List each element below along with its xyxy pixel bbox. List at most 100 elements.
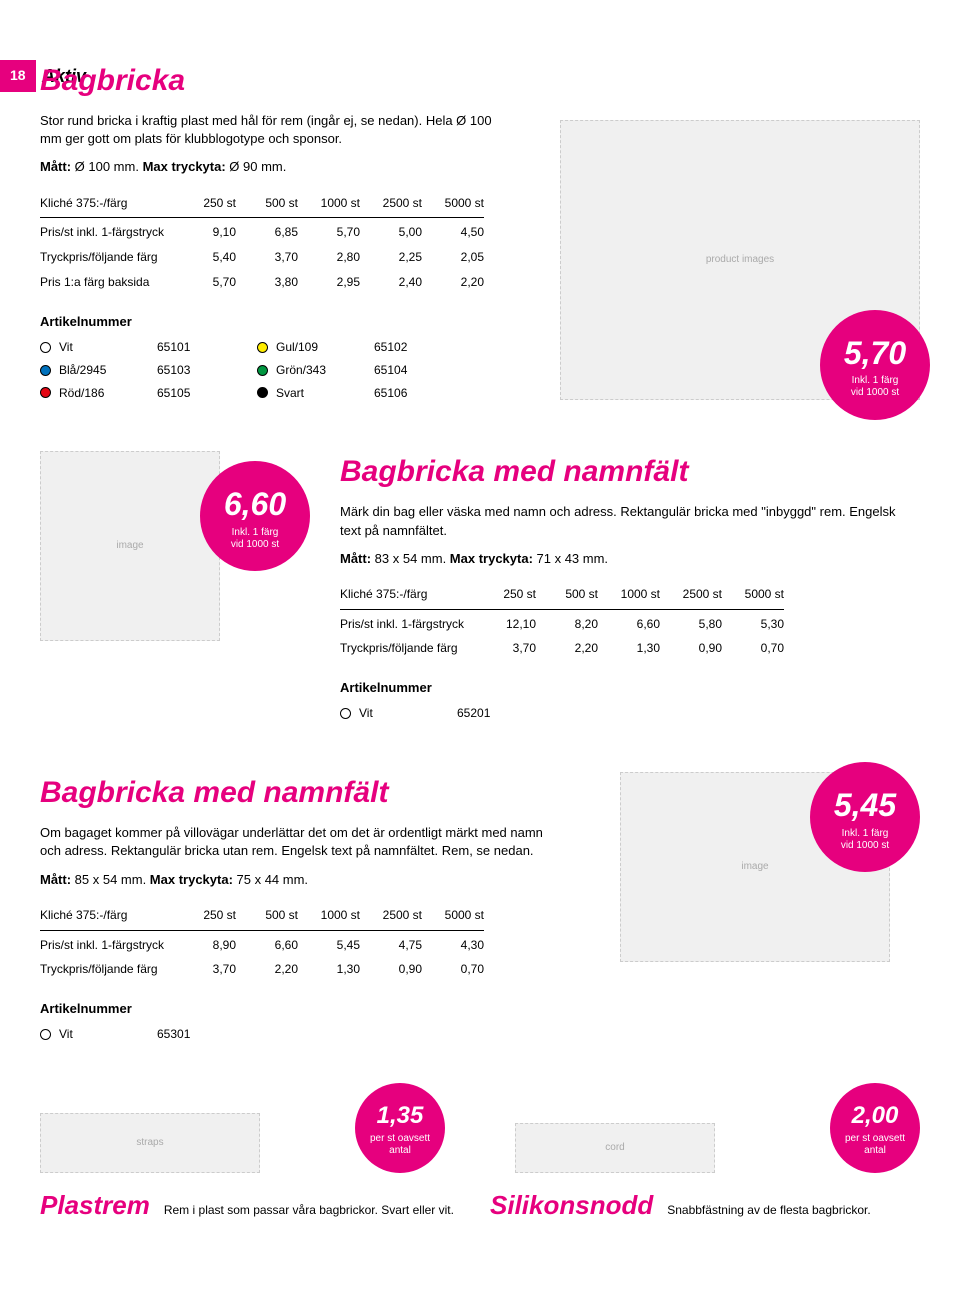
article-name: Vit bbox=[59, 339, 149, 356]
color-swatch bbox=[340, 708, 351, 719]
article-header: Artikelnummer bbox=[340, 679, 920, 697]
badge-price: 5,70 bbox=[844, 331, 906, 376]
table-row-label: Pris 1:a färg baksida bbox=[40, 270, 174, 295]
table-header-qty: 250 st bbox=[474, 582, 536, 609]
article-code: 65103 bbox=[157, 362, 207, 379]
spec-matt-label: Mått: bbox=[340, 551, 371, 566]
table-cell: 8,90 bbox=[174, 930, 236, 957]
table-header-qty: 2500 st bbox=[360, 903, 422, 930]
article-header: Artikelnummer bbox=[40, 313, 920, 331]
price-table: Kliché 375:-/färg250 st500 st1000 st2500… bbox=[40, 191, 484, 295]
spec-matt-label: Mått: bbox=[40, 872, 71, 887]
table-header-label: Kliché 375:-/färg bbox=[40, 903, 174, 930]
table-header-qty: 1000 st bbox=[598, 582, 660, 609]
article-code: 65104 bbox=[374, 362, 424, 379]
table-header-qty: 2500 st bbox=[360, 191, 422, 218]
badge-line2: vid 1000 st bbox=[231, 539, 279, 551]
article-header: Artikelnummer bbox=[40, 1000, 570, 1018]
color-swatch bbox=[40, 387, 51, 398]
product-image-col: image 6,60 Inkl. 1 färg vid 1000 st bbox=[40, 451, 310, 641]
table-cell: 2,20 bbox=[236, 957, 298, 982]
page-number: 18 bbox=[10, 67, 26, 83]
article-columns: Vit 65101 Blå/2945 65103 Röd/18665105 Gul/10… bbox=[40, 339, 920, 401]
spec-tryck-label: Max tryckyta: bbox=[450, 551, 533, 566]
table-row-label: Pris/st inkl. 1-färgstryck bbox=[40, 930, 174, 957]
product-spec: Mått: Ø 100 mm. Max tryckyta: Ø 90 mm. bbox=[40, 158, 920, 176]
article-name: Vit bbox=[359, 705, 449, 722]
badge-line2: vid 1000 st bbox=[841, 840, 889, 852]
spec-tryck: 71 x 43 mm. bbox=[533, 551, 608, 566]
color-swatch bbox=[40, 365, 51, 376]
table-cell: 5,00 bbox=[360, 218, 422, 245]
badge-line1: per st oavsett bbox=[370, 1133, 430, 1145]
spec-matt: 85 x 54 mm. bbox=[71, 872, 150, 887]
table-cell: 2,05 bbox=[422, 245, 484, 270]
product-desc: Märk din bag eller väska med namn och ad… bbox=[340, 503, 920, 539]
badge-line1: Inkl. 1 färg bbox=[852, 375, 899, 387]
product-image-col: image 5,45 Inkl. 1 färg vid 1000 st bbox=[600, 772, 920, 962]
table-cell: 4,50 bbox=[422, 218, 484, 245]
table-cell: 2,20 bbox=[536, 636, 598, 661]
footer-row: Plastrem Rem i plast som passar våra bag… bbox=[40, 1187, 920, 1223]
table-cell: 6,60 bbox=[598, 609, 660, 636]
spec-matt-label: Mått: bbox=[40, 159, 71, 174]
product-bagbricka-namn2: Bagbricka med namnfält Om bagaget kommer… bbox=[40, 772, 920, 1043]
article-item: Röd/18665105 bbox=[40, 385, 207, 402]
table-cell: 3,70 bbox=[174, 957, 236, 982]
silikonsnodd-image: cord bbox=[515, 1123, 715, 1173]
article-name: Gul/109 bbox=[276, 339, 366, 356]
table-header-qty: 250 st bbox=[174, 191, 236, 218]
article-code: 65106 bbox=[374, 385, 424, 402]
table-header-label: Kliché 375:-/färg bbox=[340, 582, 474, 609]
table-cell: 6,60 bbox=[236, 930, 298, 957]
table-cell: 2,95 bbox=[298, 270, 360, 295]
article-item: Blå/2945 65103 bbox=[40, 362, 207, 379]
color-swatch bbox=[257, 365, 268, 376]
table-cell: 2,80 bbox=[298, 245, 360, 270]
badge-price: 2,00 bbox=[852, 1099, 899, 1133]
article-code: 65301 bbox=[157, 1026, 207, 1043]
article-code: 65101 bbox=[157, 339, 207, 356]
table-row-label: Tryckpris/följande färg bbox=[340, 636, 474, 661]
table-cell: 3,80 bbox=[236, 270, 298, 295]
table-cell: 5,80 bbox=[660, 609, 722, 636]
color-swatch bbox=[257, 342, 268, 353]
table-header-qty: 250 st bbox=[174, 903, 236, 930]
badge-line2: antal bbox=[389, 1145, 411, 1157]
badge-price: 6,60 bbox=[224, 482, 286, 527]
product-bagbricka: Bagbricka Stor rund bricka i kraftig pla… bbox=[40, 60, 920, 401]
article-item: Grön/343 65104 bbox=[257, 362, 424, 379]
table-header-qty: 500 st bbox=[236, 191, 298, 218]
article-name: Vit bbox=[59, 1026, 149, 1043]
silikonsnodd-desc: Snabbfästning av de flesta bagbrickor. bbox=[667, 1202, 870, 1219]
color-swatch bbox=[40, 1029, 51, 1040]
table-header-qty: 5000 st bbox=[722, 582, 784, 609]
price-table: Kliché 375:-/färg250 st500 st1000 st2500… bbox=[40, 903, 484, 982]
badge-line1: per st oavsett bbox=[845, 1133, 905, 1145]
table-cell: 12,10 bbox=[474, 609, 536, 636]
table-cell: 5,40 bbox=[174, 245, 236, 270]
spec-tryck-label: Max tryckyta: bbox=[150, 872, 233, 887]
price-badge: 6,60 Inkl. 1 färg vid 1000 st bbox=[200, 461, 310, 571]
table-cell: 2,25 bbox=[360, 245, 422, 270]
spec-matt: 83 x 54 mm. bbox=[371, 551, 450, 566]
article-name: Blå/2945 bbox=[59, 362, 149, 379]
plastrem-title: Plastrem bbox=[40, 1187, 150, 1223]
product-desc: Om bagaget kommer på villovägar underlät… bbox=[40, 824, 560, 860]
product-spec: Mått: 83 x 54 mm. Max tryckyta: 71 x 43 … bbox=[340, 550, 920, 568]
silikonsnodd-badge: 2,00 per st oavsett antal bbox=[830, 1083, 920, 1173]
table-cell: 0,90 bbox=[360, 957, 422, 982]
table-cell: 3,70 bbox=[236, 245, 298, 270]
page-number-tab: 18 bbox=[0, 60, 36, 92]
table-cell: 1,30 bbox=[298, 957, 360, 982]
table-cell: 6,85 bbox=[236, 218, 298, 245]
product-title: Bagbricka med namnfält bbox=[340, 451, 920, 493]
table-header-qty: 500 st bbox=[536, 582, 598, 609]
table-header-label: Kliché 375:-/färg bbox=[40, 191, 174, 218]
article-name: Grön/343 bbox=[276, 362, 366, 379]
table-header-qty: 2500 st bbox=[660, 582, 722, 609]
badge-line2: vid 1000 st bbox=[851, 387, 899, 399]
table-cell: 4,30 bbox=[422, 930, 484, 957]
article-code: 65105 bbox=[157, 385, 207, 402]
article-code: 65102 bbox=[374, 339, 424, 356]
